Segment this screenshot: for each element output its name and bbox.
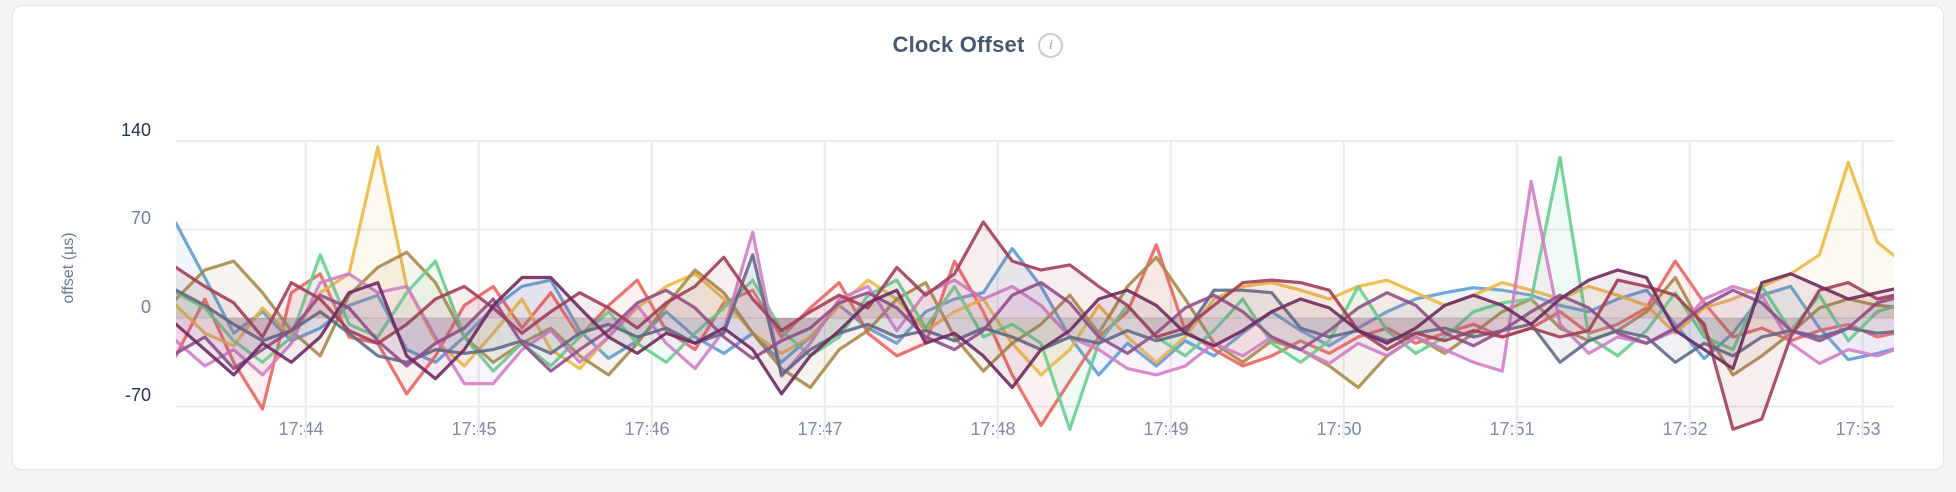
series-09-line (176, 220, 1894, 431)
x-tick-1753: 17:53 (1835, 419, 1881, 439)
y-tick-neg70: -70 (124, 385, 151, 405)
clock-offset-chart[interactable] (13, 6, 1956, 492)
series-08-area (176, 282, 1894, 372)
chart-header: Clock Offset i (13, 32, 1943, 58)
series-10-line (176, 268, 1894, 396)
series-02-line (176, 243, 1894, 428)
y-tick-70: 70 (130, 208, 151, 228)
series-09-area (176, 221, 1894, 430)
series-05-area (176, 157, 1894, 430)
clock-offset-card: Clock Offset i offset (µs) 140 70 0 -70 … (12, 5, 1944, 470)
gridlines (176, 140, 1894, 439)
x-tick-1748: 17:48 (970, 419, 1016, 439)
series-01-area (176, 223, 1894, 375)
x-tick-1744: 17:44 (278, 419, 324, 439)
chart-title: Clock Offset (892, 32, 1025, 57)
series-10-area (176, 270, 1894, 394)
x-tick-1752: 17:52 (1662, 419, 1708, 439)
x-tick-1746: 17:46 (624, 419, 670, 439)
info-icon[interactable]: i (1038, 32, 1064, 58)
x-tick-1745: 17:45 (451, 419, 497, 439)
series-08-line (176, 281, 1894, 373)
series-lines (176, 145, 1894, 431)
series-02-area (176, 244, 1894, 426)
series-05-line (176, 155, 1894, 431)
x-tick-1750: 17:50 (1316, 419, 1362, 439)
series-04-area (176, 252, 1894, 388)
x-tick-1747: 17:47 (797, 419, 843, 439)
y-tick-0: 0 (140, 297, 151, 317)
series-03-line (176, 145, 1894, 377)
x-tick-1751: 17:51 (1489, 419, 1535, 439)
series-06-line (176, 179, 1894, 386)
x-tick-1749: 17:49 (1143, 419, 1189, 439)
y-tick-140: 140 (120, 120, 151, 140)
